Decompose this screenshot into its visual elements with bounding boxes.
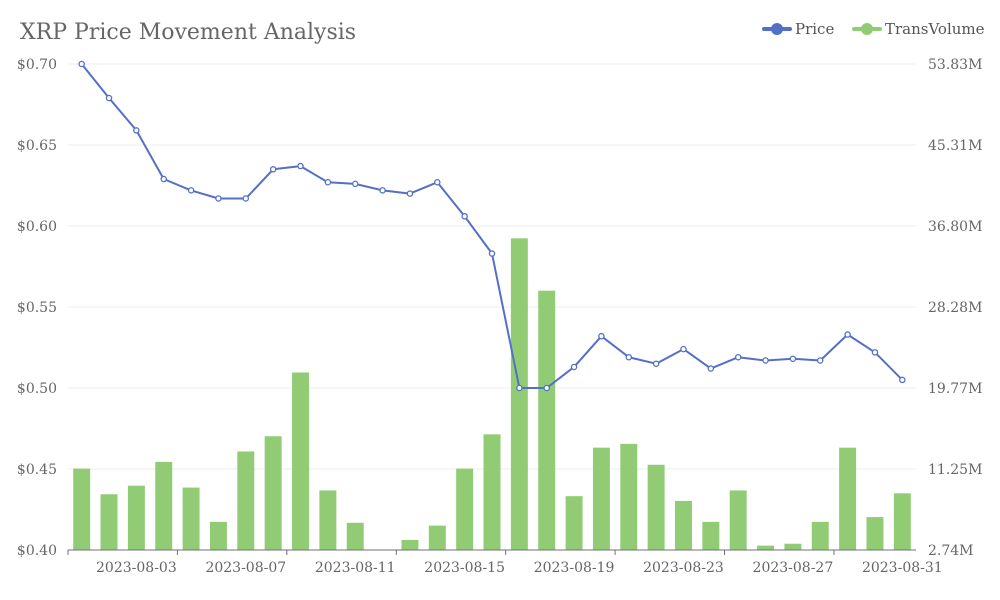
price-point xyxy=(707,365,715,372)
price-point xyxy=(680,345,687,353)
price-point xyxy=(871,349,879,356)
y-left-tick-label: $0.50 xyxy=(17,381,57,397)
volume-bar xyxy=(510,238,528,551)
volume-bar xyxy=(127,485,145,550)
price-point xyxy=(844,331,851,338)
volume-bar xyxy=(565,496,583,550)
volume-bar xyxy=(538,290,556,550)
y-left-tick-label: $0.40 xyxy=(17,543,57,559)
x-tick-label: 2023-08-23 xyxy=(643,560,724,576)
volume-bar xyxy=(319,490,337,550)
price-point xyxy=(652,360,660,367)
volume-bar xyxy=(292,372,309,550)
volume-bar xyxy=(209,521,227,550)
x-tick-label: 2023-08-19 xyxy=(534,560,615,576)
price-point xyxy=(215,195,222,202)
legend-label-price: Price xyxy=(795,20,835,38)
volume-bar xyxy=(866,517,884,550)
volume-bar xyxy=(182,487,200,550)
y-right-tick-label: 45.31M xyxy=(928,138,982,154)
volume-bar xyxy=(839,447,857,550)
price-point xyxy=(899,376,906,384)
price-point xyxy=(762,357,769,364)
volume-bar xyxy=(401,539,419,550)
legend-item-transvolume[interactable]: TransVolume xyxy=(852,19,985,39)
price-point xyxy=(570,363,578,371)
legend-item-price[interactable]: Price xyxy=(762,19,834,39)
y-left-tick-label: $0.70 xyxy=(17,57,57,73)
y-right-tick-label: 2.74M xyxy=(928,543,974,559)
volume-bar xyxy=(456,468,474,550)
price-point xyxy=(133,127,140,134)
price-point xyxy=(160,175,167,183)
y-left-tick-label: $0.65 xyxy=(17,138,57,154)
price-point xyxy=(187,187,195,194)
price-point xyxy=(297,162,304,170)
price-point xyxy=(78,60,85,68)
volume-bar xyxy=(675,500,692,550)
price-point xyxy=(543,384,550,392)
price-point xyxy=(406,190,414,197)
volume-bar xyxy=(428,525,446,550)
x-tick-label: 2023-08-07 xyxy=(205,560,286,576)
price-point xyxy=(734,353,742,361)
price-point xyxy=(351,180,359,188)
price-point xyxy=(817,357,824,364)
price-point xyxy=(324,179,332,186)
volume-bar xyxy=(483,434,501,550)
price-point xyxy=(242,195,250,202)
price-point xyxy=(488,250,496,257)
price-point xyxy=(105,94,113,102)
y-right-tick-label: 36.80M xyxy=(928,219,982,235)
price-point xyxy=(598,332,605,340)
x-tick-label: 2023-08-27 xyxy=(753,560,834,576)
volume-bar xyxy=(757,545,775,550)
y-right-tick-label: 53.83M xyxy=(928,57,982,73)
volume-bar xyxy=(702,521,720,550)
y-right-tick-label: 11.25M xyxy=(928,462,982,478)
y-left-tick-label: $0.45 xyxy=(17,462,57,478)
y-left-tick-label: $0.60 xyxy=(17,219,57,235)
chart-title: XRP Price Movement Analysis xyxy=(20,20,357,45)
price-point xyxy=(516,384,523,392)
volume-bar xyxy=(237,451,255,550)
price-point xyxy=(625,353,633,361)
volume-bar xyxy=(592,447,610,550)
volume-bar xyxy=(100,494,118,550)
price-point xyxy=(269,166,277,173)
legend-bar-icon xyxy=(852,19,882,39)
volume-bar xyxy=(729,490,747,550)
volume-bar xyxy=(155,461,173,550)
volume-bar xyxy=(647,464,665,550)
x-tick-label: 2023-08-03 xyxy=(96,560,177,576)
volume-bar xyxy=(346,522,364,550)
legend-line-icon xyxy=(762,19,792,39)
y-left-tick-label: $0.55 xyxy=(17,300,57,316)
volume-bar xyxy=(893,493,911,550)
y-right-tick-label: 19.77M xyxy=(928,381,982,397)
volume-bar xyxy=(784,543,802,550)
price-point xyxy=(461,213,468,220)
x-tick-label: 2023-08-11 xyxy=(315,560,396,576)
y-right-tick-label: 28.28M xyxy=(928,300,982,316)
volume-bar xyxy=(620,443,638,550)
volume-bar xyxy=(811,521,829,550)
x-tick-label: 2023-08-31 xyxy=(862,560,943,576)
legend-label-transvolume: TransVolume xyxy=(885,20,985,38)
price-point xyxy=(379,187,386,194)
volume-bar xyxy=(264,436,282,550)
price-point xyxy=(434,179,441,186)
price-point xyxy=(789,355,797,363)
volume-bar xyxy=(73,468,91,550)
x-tick-label: 2023-08-15 xyxy=(424,560,505,576)
